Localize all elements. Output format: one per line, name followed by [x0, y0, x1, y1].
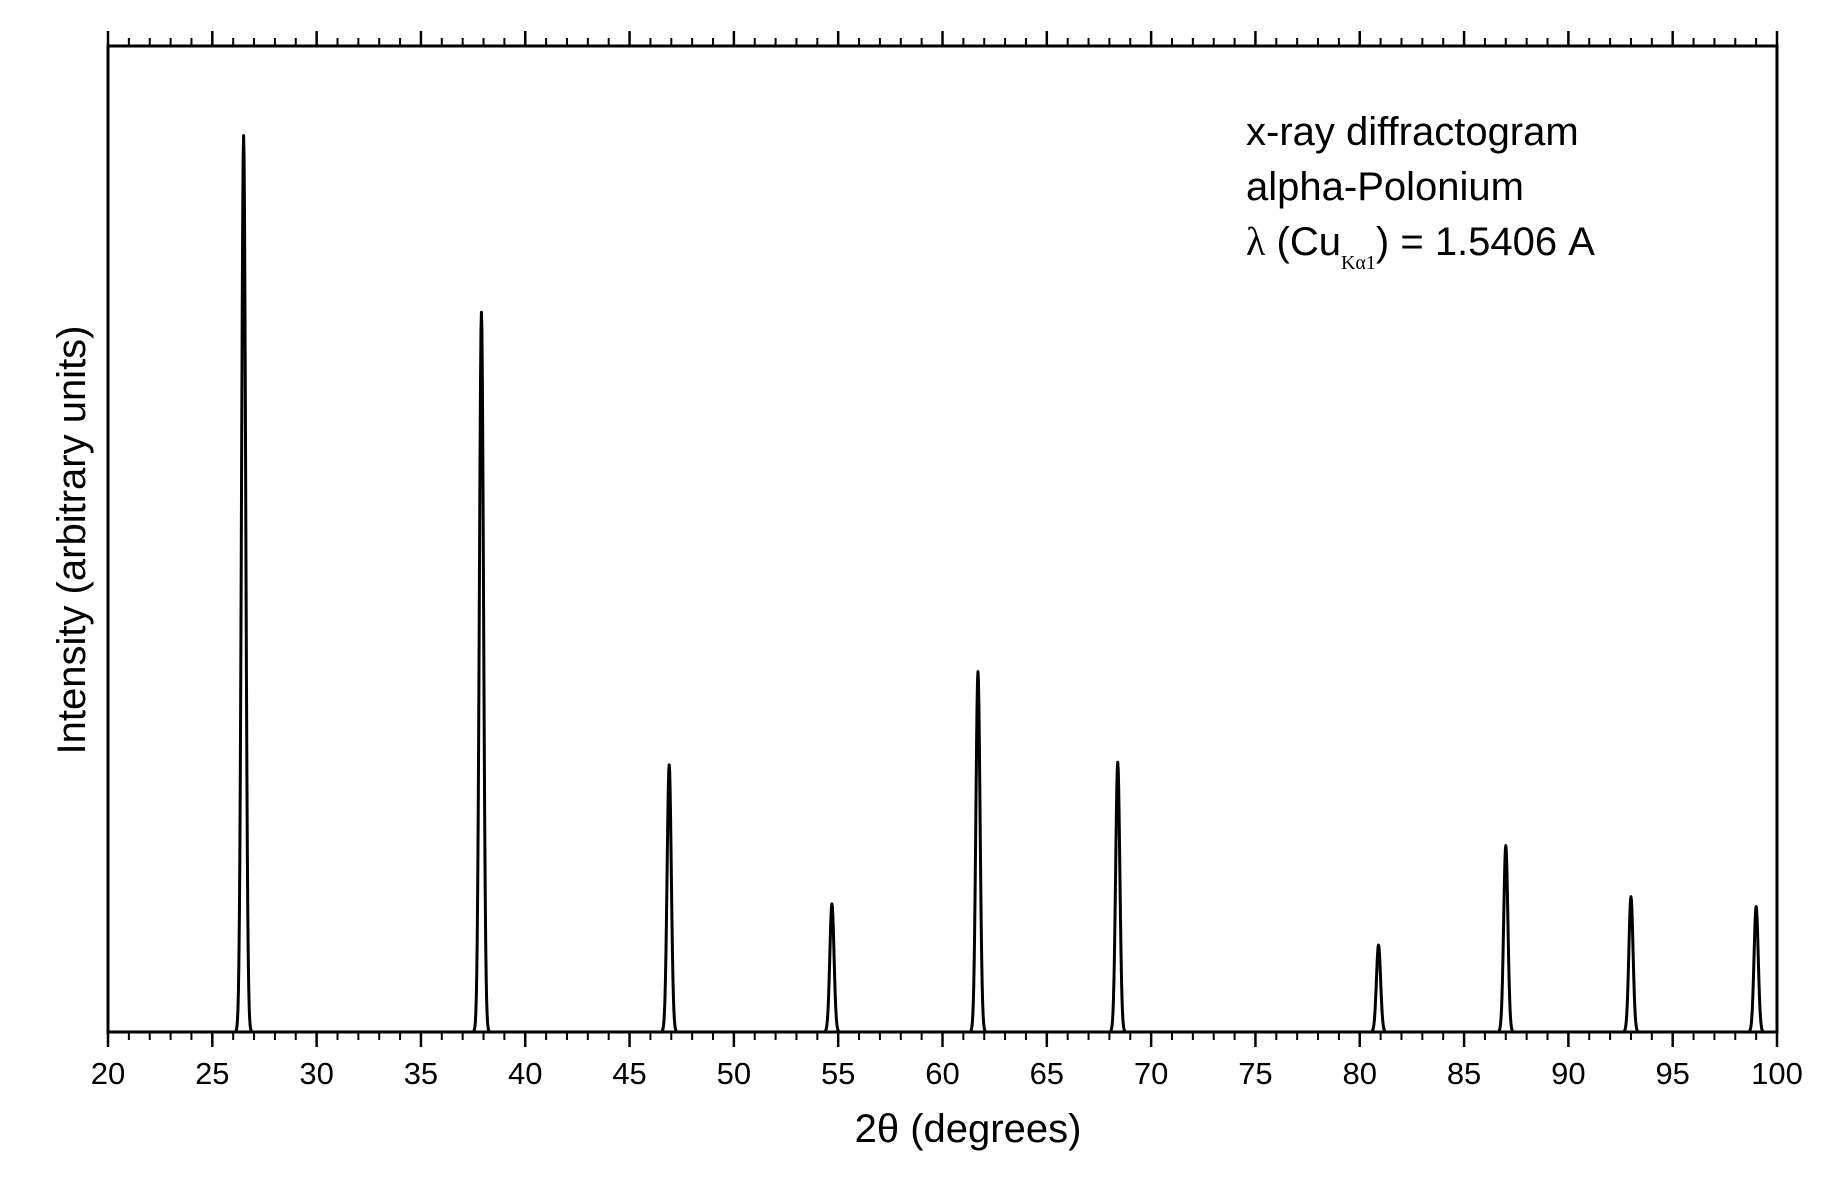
x-tick-label: 70	[1134, 1056, 1168, 1091]
x-tick-label: 100	[1751, 1056, 1803, 1091]
x-tick-label: 75	[1238, 1056, 1272, 1091]
x-tick-label: 95	[1655, 1056, 1689, 1091]
x-tick-label: 80	[1343, 1056, 1377, 1091]
x-tick-label: 60	[925, 1056, 959, 1091]
diffraction-peak	[471, 310, 492, 1034]
x-tick-label: 50	[717, 1056, 751, 1091]
x-tick-label: 85	[1447, 1056, 1481, 1091]
plot-frame	[106, 44, 1779, 1034]
diffraction-peak	[658, 763, 680, 1034]
x-tick-labels: 20 25 30 35 40 45 50 55 60 65 70 75 80 85 90 95 100	[91, 1056, 1803, 1091]
x-major-ticks	[106, 31, 1779, 1047]
lambda-symbol: λ	[1246, 219, 1266, 264]
x-tick-label: 65	[1030, 1056, 1064, 1091]
annotation-cu: (Cu	[1265, 220, 1341, 264]
x-tick-label: 90	[1551, 1056, 1585, 1091]
plot-border	[106, 44, 1779, 1034]
diffraction-peak	[1107, 760, 1129, 1034]
diffraction-peak	[233, 134, 255, 1034]
annotation-line-3: λ (CuKα1) = 1.5406 A	[1246, 219, 1595, 274]
x-tick-label: 20	[91, 1056, 125, 1091]
x-tick-label: 55	[821, 1056, 855, 1091]
diffraction-peaks	[233, 134, 1767, 1034]
diffraction-peak	[1495, 844, 1517, 1034]
annotation-wavelength: ) = 1.5406 A	[1376, 220, 1595, 264]
x-tick-label: 30	[299, 1056, 333, 1091]
annotation-box: x-ray diffractogram alpha-Polonium λ (Cu…	[1246, 110, 1595, 274]
y-axis-title: Intensity (arbitrary units)	[50, 325, 94, 754]
diffraction-peak	[1368, 943, 1389, 1034]
x-tick-label: 40	[508, 1056, 542, 1091]
diffraction-peak	[821, 902, 843, 1034]
x-tick-label: 35	[404, 1056, 438, 1091]
diffraction-peak	[1745, 905, 1767, 1034]
x-tick-label: 45	[612, 1056, 646, 1091]
diffraction-peak	[1620, 895, 1642, 1034]
x-minor-ticks	[127, 38, 1758, 1040]
diffraction-peak	[967, 670, 989, 1034]
x-axis-title: 2θ (degrees)	[855, 1107, 1082, 1151]
annotation-line-1: x-ray diffractogram	[1246, 110, 1579, 154]
annotation-line-2: alpha-Polonium	[1246, 165, 1524, 209]
x-tick-label: 25	[195, 1056, 229, 1091]
annotation-subscript: Kα1	[1341, 252, 1376, 274]
